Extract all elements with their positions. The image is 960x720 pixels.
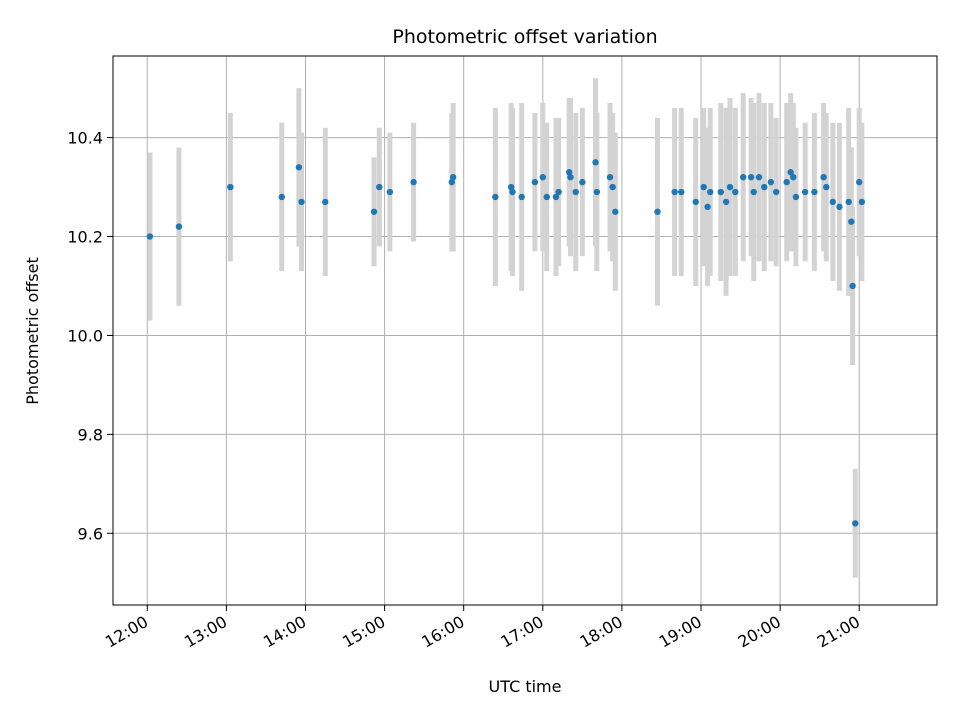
data-point <box>448 178 456 186</box>
data-point <box>567 173 574 181</box>
data-point <box>707 188 714 196</box>
data-point <box>295 164 303 171</box>
data-point <box>322 198 329 206</box>
y-tick-label: 10.4 <box>67 129 103 148</box>
data-point <box>555 188 562 196</box>
data-point <box>518 193 525 201</box>
data-point <box>829 198 837 206</box>
data-point <box>820 173 827 181</box>
data-point <box>509 188 516 196</box>
data-points <box>146 159 866 527</box>
data-point <box>755 173 763 181</box>
x-axis-label: UTC time <box>489 677 562 696</box>
data-point <box>671 188 678 196</box>
data-point <box>772 188 780 196</box>
data-point <box>787 169 794 176</box>
data-point <box>449 173 457 181</box>
data-point <box>552 193 560 201</box>
y-tick-label: 10.0 <box>67 326 103 345</box>
data-point <box>852 520 859 527</box>
data-point <box>609 183 616 191</box>
data-point <box>739 173 747 181</box>
data-point <box>823 183 830 191</box>
data-point <box>579 178 586 186</box>
data-point <box>678 188 685 196</box>
data-point <box>811 188 818 196</box>
data-point <box>704 203 711 211</box>
data-point <box>507 183 515 191</box>
data-point <box>750 188 757 196</box>
data-point <box>790 173 797 181</box>
data-point <box>543 193 550 201</box>
data-point <box>761 183 768 191</box>
data-point <box>717 188 724 196</box>
y-tick-label: 9.8 <box>78 425 103 444</box>
data-point <box>386 188 394 196</box>
data-point <box>783 178 790 186</box>
data-point <box>298 198 305 206</box>
data-point <box>531 178 539 186</box>
data-point <box>792 193 800 201</box>
data-point <box>410 178 417 186</box>
data-point <box>654 208 661 215</box>
y-tick-label: 10.2 <box>67 228 103 247</box>
data-point <box>692 198 699 206</box>
data-point <box>492 193 499 201</box>
data-point <box>747 173 755 181</box>
data-point <box>592 159 599 166</box>
data-point <box>726 183 734 191</box>
data-point <box>836 203 843 211</box>
data-point <box>376 183 383 191</box>
data-point <box>606 173 614 181</box>
data-point <box>565 169 573 176</box>
data-point <box>612 208 619 215</box>
data-point <box>849 282 856 290</box>
data-point <box>845 198 852 206</box>
y-tick-label: 9.6 <box>78 524 103 543</box>
data-point <box>722 198 730 206</box>
data-point <box>572 188 579 196</box>
data-point <box>858 198 866 206</box>
data-point <box>856 178 863 186</box>
y-axis-label: Photometric offset <box>23 257 42 405</box>
data-point <box>227 183 234 191</box>
data-point <box>801 188 809 196</box>
data-point <box>848 218 855 225</box>
data-point <box>175 223 183 230</box>
chart-title: Photometric offset variation <box>392 26 657 48</box>
y-axis-ticks: 9.6 9.8 10.0 10.2 10.4 <box>67 129 113 543</box>
data-point <box>146 233 154 240</box>
data-point <box>539 173 546 181</box>
data-point <box>700 183 707 191</box>
data-point <box>278 193 285 201</box>
plot-area-frame <box>112 55 938 606</box>
data-point <box>593 188 601 196</box>
data-point <box>732 188 739 196</box>
data-point <box>767 178 775 186</box>
data-point <box>370 208 378 215</box>
